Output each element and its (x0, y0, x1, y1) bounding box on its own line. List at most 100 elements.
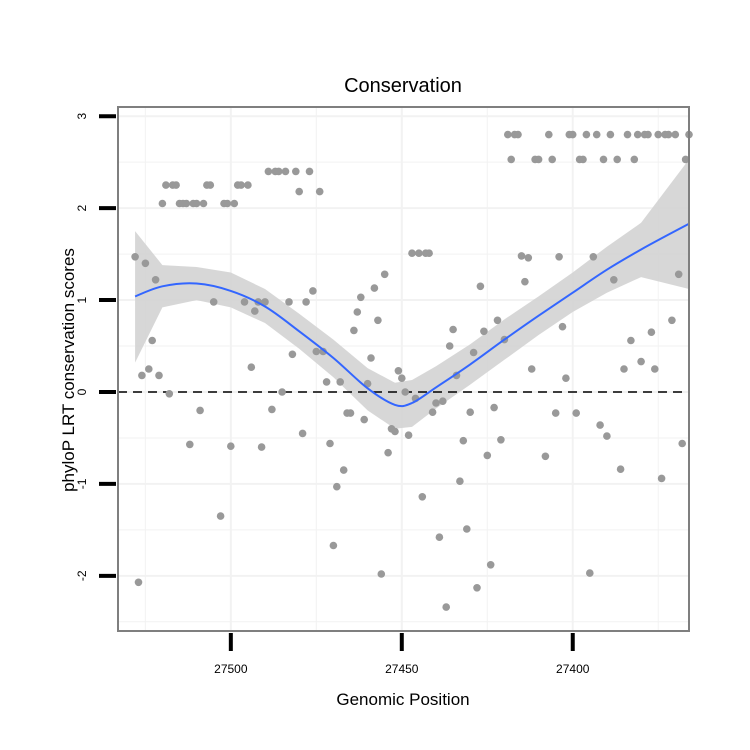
data-point (480, 327, 488, 336)
y-tick-label: 3 (75, 113, 89, 120)
data-point (555, 252, 563, 261)
data-point (223, 199, 232, 208)
data-point (281, 167, 290, 176)
data-point (182, 199, 191, 208)
data-point (360, 415, 369, 424)
data-point (244, 181, 252, 189)
data-point (199, 199, 208, 208)
data-point (305, 167, 314, 176)
data-point (274, 167, 283, 176)
data-point (186, 440, 194, 449)
data-point (599, 155, 608, 164)
data-point (486, 561, 495, 569)
y-tick-label: -1 (75, 478, 89, 489)
data-point (141, 259, 150, 268)
data-point (367, 354, 375, 362)
data-point (524, 253, 533, 262)
data-point (514, 130, 522, 139)
data-point (603, 432, 611, 440)
data-point (268, 405, 276, 414)
data-point (633, 130, 642, 139)
plot-panel-border (117, 106, 690, 632)
data-point (507, 155, 515, 164)
x-tick-label: 27500 (214, 662, 248, 676)
data-point (415, 249, 423, 257)
data-point (380, 270, 389, 279)
data-point (613, 155, 621, 164)
y-tick-label: 2 (75, 204, 89, 211)
data-point (466, 408, 475, 417)
data-point (541, 452, 550, 461)
confidence-band (135, 159, 690, 429)
chart-title: Conservation (344, 75, 462, 97)
data-point (350, 326, 358, 335)
data-point (339, 466, 348, 474)
data-point (240, 298, 249, 306)
data-point (428, 408, 437, 417)
data-point (247, 363, 256, 372)
y-axis-title: phyloP LRT conservation scores (59, 248, 78, 492)
data-point (623, 130, 632, 139)
data-point (476, 282, 485, 291)
data-point (322, 378, 331, 386)
data-point (264, 167, 273, 176)
data-point (162, 181, 170, 189)
data-point (606, 130, 615, 139)
data-point (504, 130, 512, 139)
data-point (353, 308, 362, 316)
data-point (678, 439, 686, 448)
data-point (309, 287, 317, 295)
data-point (357, 293, 365, 302)
data-point (592, 130, 601, 139)
data-point (278, 388, 286, 396)
data-point (261, 298, 269, 306)
data-point (473, 584, 481, 592)
data-point (654, 130, 662, 139)
data-point (377, 570, 386, 578)
data-point (637, 357, 645, 366)
data-point (391, 427, 399, 436)
data-point (545, 130, 553, 139)
data-point (456, 477, 464, 486)
data-point (394, 367, 403, 375)
data-point (302, 298, 310, 306)
data-point (257, 443, 266, 451)
data-point (196, 406, 204, 415)
data-point (285, 298, 293, 306)
data-point (647, 328, 656, 337)
data-point (586, 569, 594, 577)
data-point (384, 448, 392, 457)
data-point (425, 249, 433, 257)
data-point (627, 336, 635, 345)
data-point (558, 322, 567, 331)
data-point (374, 316, 382, 325)
data-point (644, 130, 652, 139)
data-point (445, 342, 454, 350)
data-point (192, 199, 201, 208)
data-point (370, 284, 379, 292)
data-point (568, 130, 577, 139)
data-point (664, 130, 673, 139)
data-point (442, 603, 451, 611)
data-point (527, 365, 536, 373)
data-point (483, 451, 492, 460)
data-point (459, 436, 468, 445)
data-point (145, 365, 153, 373)
data-point (398, 374, 406, 383)
x-tick-label: 27450 (385, 662, 419, 676)
x-axis-title: Genomic Position (336, 690, 469, 709)
data-point (138, 371, 146, 380)
data-point (651, 365, 659, 373)
data-point (172, 181, 180, 189)
data-point (418, 493, 427, 501)
data-point (657, 474, 666, 483)
data-point (346, 409, 355, 417)
data-point (288, 350, 297, 359)
data-point (497, 436, 505, 444)
data-point (572, 409, 580, 417)
data-point (674, 270, 683, 279)
data-point (493, 316, 502, 325)
smooth-curve (134, 222, 690, 408)
data-point (589, 252, 598, 261)
